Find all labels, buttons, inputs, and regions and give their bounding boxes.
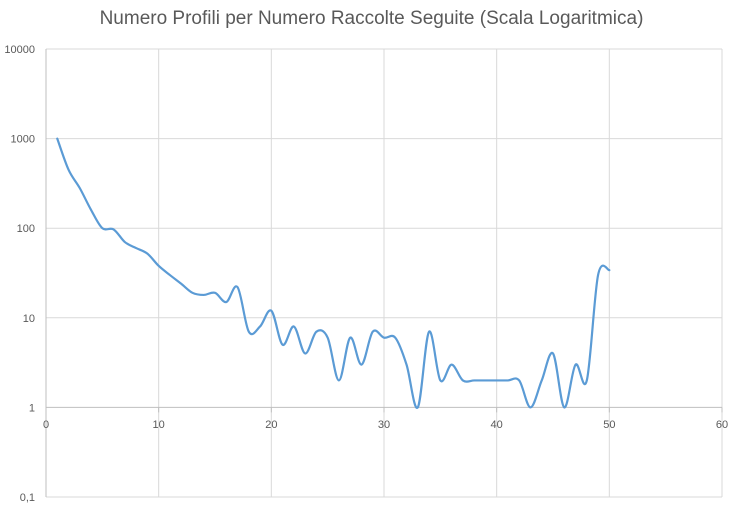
- y-tick-label: 1000: [11, 134, 35, 146]
- x-tick-label: 30: [378, 419, 390, 431]
- x-tick-label: 10: [153, 419, 165, 431]
- x-tick-label: 60: [716, 419, 728, 431]
- chart-title: Numero Profili per Numero Raccolte Segui…: [99, 8, 644, 29]
- y-tick-label: 1: [29, 402, 35, 414]
- y-tick-label: 10: [23, 313, 35, 325]
- y-tick-label: 10000: [4, 44, 35, 56]
- x-tick-label: 0: [43, 419, 49, 431]
- y-tick-label: 100: [17, 223, 35, 235]
- y-tick-label: 0,1: [20, 492, 35, 504]
- series-line: [56, 137, 611, 409]
- x-tick-label: 20: [265, 419, 277, 431]
- x-tick-label: 50: [603, 419, 615, 431]
- x-tick-label: 40: [491, 419, 503, 431]
